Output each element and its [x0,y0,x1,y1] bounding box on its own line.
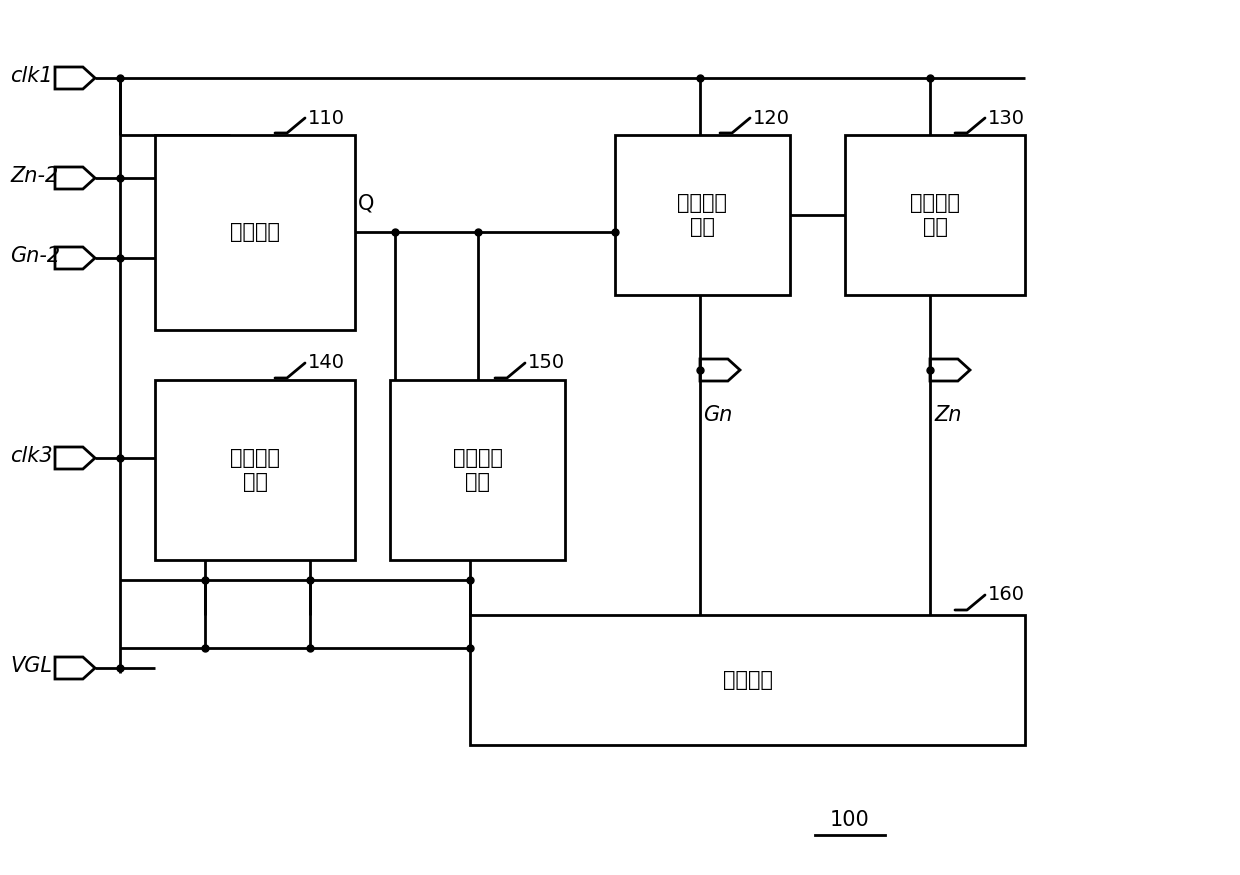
Bar [844,135,1025,295]
Text: 150: 150 [528,354,565,373]
Text: 第一下拉
模块: 第一下拉 模块 [229,448,280,492]
Bar [155,135,355,330]
Text: 160: 160 [988,585,1025,605]
Text: clk1: clk1 [10,66,52,86]
Text: 第二输出
模块: 第二输出 模块 [910,193,960,236]
Text: clk3: clk3 [10,446,52,466]
Text: Q: Q [358,194,374,214]
Text: 输入模块: 输入模块 [229,222,280,242]
Text: 100: 100 [830,810,870,830]
Text: 稳定模块: 稳定模块 [723,670,773,690]
Text: 120: 120 [753,108,790,128]
Text: Gn: Gn [703,405,733,425]
Text: 140: 140 [308,354,345,373]
Bar [155,380,355,560]
Text: 第二下拉
模块: 第二下拉 模块 [453,448,502,492]
Text: Zn-2: Zn-2 [10,166,58,186]
Text: 130: 130 [988,108,1025,128]
Text: Zn: Zn [934,405,962,425]
Bar [470,615,1025,745]
Text: Gn-2: Gn-2 [10,246,60,266]
Bar [615,135,790,295]
Text: 110: 110 [308,108,345,128]
Bar [391,380,565,560]
Text: VGL: VGL [10,656,52,676]
Text: 第一输出
模块: 第一输出 模块 [677,193,728,236]
